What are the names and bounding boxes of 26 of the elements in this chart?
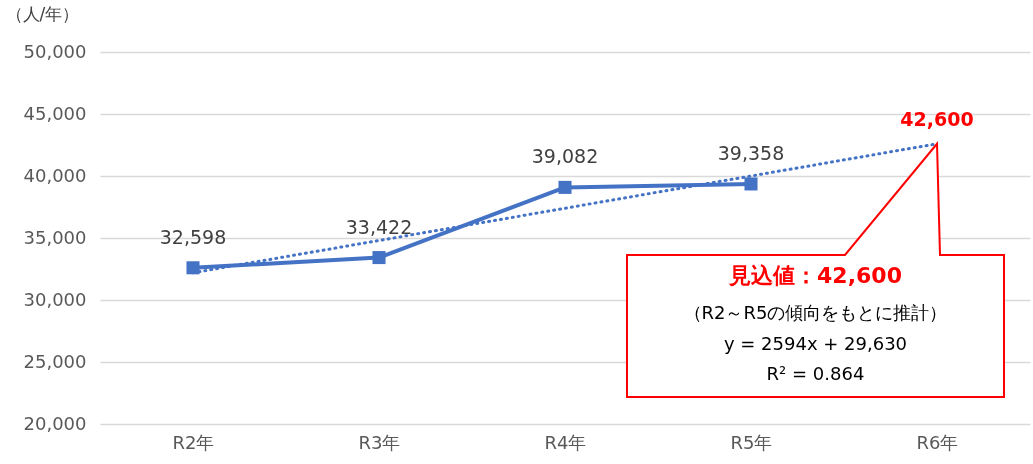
x-tick-label: R5年 (730, 431, 773, 453)
data-label: 39,358 (717, 141, 785, 164)
point (186, 261, 200, 275)
annotation: （R2～R5の傾向をもとに推計） (683, 301, 948, 323)
x-tick-label: R2年 (172, 431, 215, 453)
annotation: 見込値：42,600 (728, 262, 902, 288)
x-tick-label: R3年 (358, 431, 401, 453)
point (744, 177, 758, 191)
y-tick-label: 35,000 (23, 226, 87, 248)
data-label: 39,082 (531, 145, 599, 168)
y-tick-label: 45,000 (23, 102, 87, 124)
data-label: 42,600 (900, 107, 974, 130)
y-tick-label: 50,000 (23, 40, 87, 62)
x-tick-label: R6年 (916, 431, 959, 453)
annotation: y = 2594x + 29,630 (723, 332, 908, 354)
point (558, 180, 572, 194)
data-label: 33,422 (345, 215, 413, 238)
y-tick-label: 30,000 (23, 288, 87, 310)
y-axis-title: （人/年） (5, 3, 80, 24)
y-tick-label: 20,000 (23, 412, 87, 434)
x-tick-label: R4年 (544, 431, 587, 453)
data-label: 32,598 (159, 225, 227, 248)
point (372, 251, 386, 265)
y-tick-label: 25,000 (23, 350, 87, 372)
y-tick-label: 40,000 (23, 164, 87, 186)
annotation: R² = 0.864 (766, 362, 865, 384)
